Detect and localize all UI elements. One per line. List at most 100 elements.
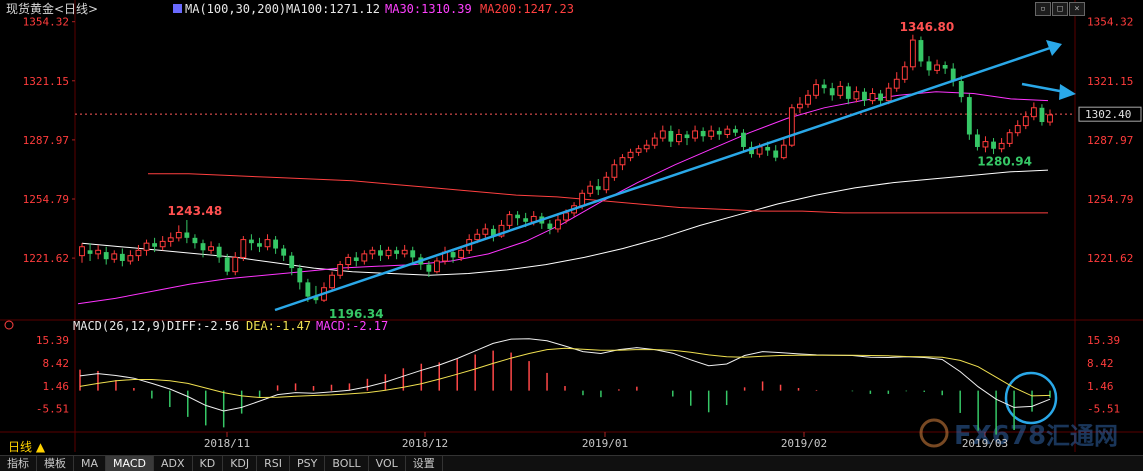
- candle-body: [394, 250, 400, 254]
- candle-body: [353, 257, 359, 261]
- candle-body: [175, 231, 182, 239]
- candle-body: [329, 274, 335, 289]
- macd-tick-label-left: 15.39: [36, 334, 69, 347]
- trend-arrow-up-head: [1046, 40, 1062, 56]
- candle-body: [651, 137, 658, 146]
- candle-body: [111, 253, 118, 260]
- tab-ma[interactable]: MA: [74, 456, 107, 471]
- tab-kd[interactable]: KD: [193, 456, 224, 471]
- candle-body: [208, 246, 214, 251]
- candle-body: [167, 237, 174, 242]
- y-tick-label-right: 1354.32: [1087, 16, 1133, 29]
- candle-body: [845, 86, 851, 99]
- candle-body: [313, 296, 319, 301]
- macd-layer: [79, 338, 1051, 435]
- trend-line-down: [1021, 82, 1066, 94]
- candle-body: [1030, 107, 1037, 118]
- dea-line: [79, 347, 1051, 399]
- ma-header-text: MA(100,30,200): [185, 2, 286, 16]
- macd-header-text: MACD(26,12,9): [73, 319, 167, 333]
- candle-body: [765, 146, 771, 151]
- trend-line-up: [274, 46, 1051, 312]
- restore-icon[interactable]: ▫: [1035, 2, 1051, 16]
- tab-boll[interactable]: BOLL: [325, 456, 369, 471]
- candle-body: [643, 144, 650, 150]
- x-tick-label: 2019/02: [781, 437, 827, 450]
- tab-rsi[interactable]: RSI: [257, 456, 291, 471]
- candle-body: [862, 91, 867, 101]
- diff-line: [79, 338, 1051, 412]
- candle-body: [676, 133, 682, 143]
- candle-body: [450, 252, 456, 258]
- candle-body: [918, 40, 924, 62]
- period-selector[interactable]: 日线 ▲: [8, 440, 46, 454]
- candle-body: [998, 142, 1005, 150]
- tab-kdj[interactable]: KDJ: [223, 456, 258, 471]
- candle-body: [1039, 107, 1045, 123]
- candle-body: [127, 255, 134, 262]
- candle-body: [79, 246, 85, 257]
- macd-tick-label-left: 1.46: [43, 380, 70, 393]
- maximize-icon[interactable]: □: [1052, 2, 1068, 16]
- candle-body: [1006, 132, 1013, 144]
- candle-body: [143, 242, 150, 251]
- watermark-text: FX678: [954, 421, 1046, 451]
- macd-header-text: DEA:-1.47: [246, 319, 311, 333]
- candle-body: [563, 212, 569, 221]
- candle-body: [264, 239, 271, 248]
- candle-body: [749, 146, 754, 155]
- candle-body: [337, 264, 344, 276]
- x-tick-label: 2019/01: [582, 437, 628, 450]
- close-icon[interactable]: ×: [1069, 2, 1085, 16]
- candle-body: [627, 151, 634, 159]
- x-tick-label: 2018/12: [402, 437, 448, 450]
- candle-body: [159, 240, 166, 248]
- candle-body: [410, 250, 416, 258]
- candle-body: [224, 257, 230, 272]
- candle-body: [635, 148, 642, 153]
- indicator-tab-bar: 指标 模板 MA MACD ADX KD KDJ RSI PSY BOLL VOL 设置: [0, 455, 1143, 471]
- macd-header-text: DIFF:-2.56: [167, 319, 239, 333]
- candle-body: [966, 97, 972, 135]
- candle-body: [87, 250, 93, 254]
- candle-body: [385, 249, 392, 257]
- tab-psy[interactable]: PSY: [290, 456, 326, 471]
- candle-body: [991, 141, 996, 149]
- y-tick-label-right: 1221.62: [1087, 252, 1133, 265]
- macd-header-text: MACD:-2.17: [316, 319, 388, 333]
- candle-body: [878, 93, 884, 101]
- candle-body: [741, 132, 746, 147]
- candle-body: [684, 134, 690, 139]
- candle-body: [659, 130, 666, 139]
- candle-body: [885, 87, 892, 102]
- candle-body: [1014, 125, 1021, 134]
- candle-body: [192, 237, 198, 244]
- annotation-layer: 1346.80 1243.48 1196.34 1280.94 FX678 汇通网: [168, 20, 1118, 451]
- candle-body: [942, 65, 948, 69]
- tab-vol[interactable]: VOL: [369, 456, 406, 471]
- tab-指标[interactable]: 指标: [0, 456, 37, 471]
- tab-设置[interactable]: 设置: [406, 456, 443, 471]
- candle-body: [184, 232, 190, 238]
- macd-tick-label-left: -5.51: [36, 403, 69, 416]
- price-annotation: 1280.94: [977, 154, 1032, 168]
- macd-tick-label-right: 15.39: [1087, 334, 1120, 347]
- tab-模板[interactable]: 模板: [37, 456, 74, 471]
- y-tick-label-left: 1321.15: [23, 75, 69, 88]
- y-tick-label-right: 1254.79: [1087, 193, 1133, 206]
- candle-body: [401, 249, 408, 255]
- tab-adx[interactable]: ADX: [154, 456, 193, 471]
- candle-body: [797, 103, 803, 109]
- candle-body: [305, 282, 311, 297]
- candle-body: [515, 214, 521, 219]
- axis-label-layer: 1354.32 1354.32 1321.15 1321.15 1287.97 1287.…: [23, 16, 1142, 450]
- tab-macd[interactable]: MACD: [106, 456, 154, 471]
- candle-body: [603, 176, 610, 191]
- candle-body: [901, 66, 908, 80]
- candle-body: [103, 252, 109, 260]
- candle-body: [780, 144, 787, 159]
- y-tick-label-left: 1254.79: [23, 193, 69, 206]
- candle-body: [216, 246, 222, 258]
- ma-settings-icon: [173, 4, 182, 13]
